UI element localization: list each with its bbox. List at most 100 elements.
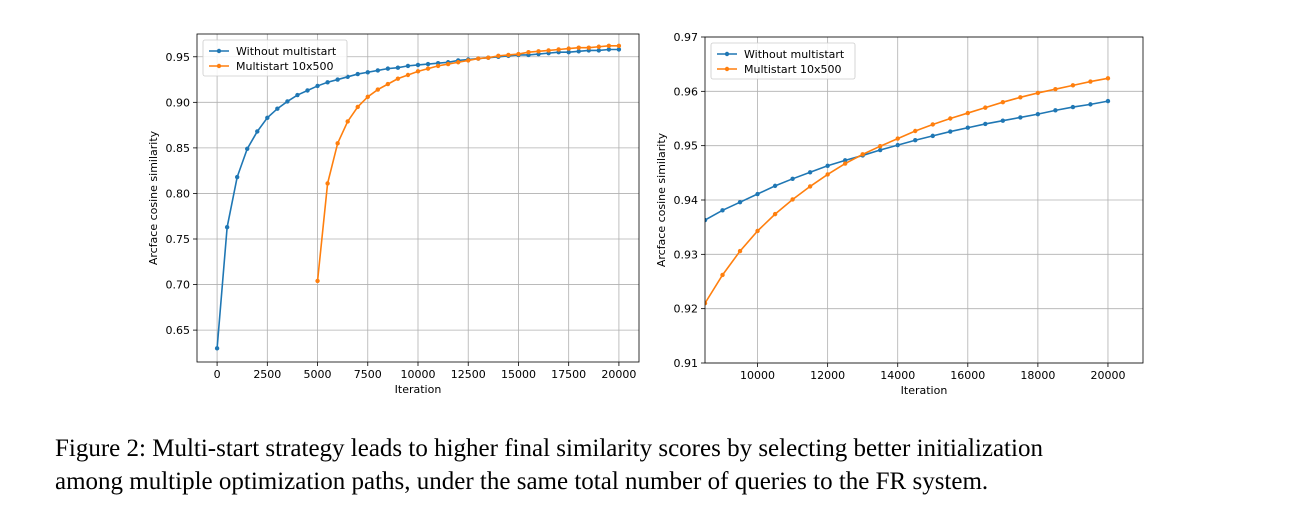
x-tick-label: 12500 (451, 368, 486, 381)
x-tick-label: 20000 (1090, 369, 1125, 382)
series-line (705, 77, 1109, 304)
chart-1: 0 2500 5000 7500 10000 12500 15000 17500 20000 0.… (147, 33, 640, 396)
data-point (983, 121, 988, 127)
data-point (825, 163, 830, 168)
y-tick-label: 0.70 (166, 279, 191, 292)
data-point (1035, 111, 1041, 117)
data-point (285, 99, 290, 104)
y-tick-label: 0.92 (674, 303, 699, 316)
data-point (566, 50, 571, 55)
x-tick-label: 2500 (253, 368, 281, 381)
data-point (395, 76, 401, 81)
data-point (526, 50, 531, 55)
data-point (345, 119, 350, 124)
data-point (325, 80, 330, 85)
y-axis-label: Arcface cosine similarity (655, 132, 668, 267)
y-tick-label: 0.97 (674, 31, 699, 44)
chart-2: 10000 12000 14000 16000 18000 20000 0.91 0.92 0.… (655, 31, 1144, 397)
data-point (566, 46, 571, 51)
data-point (807, 184, 813, 189)
data-point (606, 47, 612, 52)
data-point (516, 51, 521, 57)
legend-label: Multistart 10x500 (236, 60, 334, 73)
series-multistart (705, 76, 1111, 306)
data-point (1088, 79, 1093, 84)
data-point (705, 217, 708, 223)
data-point (385, 81, 391, 87)
data-point (616, 43, 622, 49)
data-point (275, 106, 280, 111)
data-point (807, 170, 813, 175)
data-point (355, 104, 360, 110)
data-point (860, 152, 865, 157)
data-point (365, 94, 370, 100)
data-point (214, 346, 220, 351)
data-point (1053, 108, 1058, 113)
y-tick-label: 0.93 (674, 248, 699, 261)
y-axis-label: Arcface cosine similarity (147, 130, 160, 265)
data-point (1070, 83, 1076, 88)
data-point (1105, 98, 1111, 104)
y-tick-label: 0.96 (674, 85, 699, 98)
data-point (825, 172, 830, 177)
y-tick-label: 0.94 (674, 194, 699, 207)
data-point (913, 138, 918, 143)
x-tick-label: 14000 (880, 369, 915, 382)
legend: Without multistart Multistart 10x500 (710, 42, 856, 80)
x-tick-label: 15000 (501, 368, 536, 381)
data-point (737, 199, 743, 205)
data-point (335, 77, 340, 82)
data-point (842, 161, 848, 166)
x-tick-label: 10000 (740, 369, 775, 382)
x-tick-label: 10000 (401, 368, 436, 381)
y-tick-label: 0.75 (166, 233, 191, 246)
data-point (506, 52, 511, 58)
data-point (930, 133, 935, 139)
legend-swatch-marker (216, 63, 222, 69)
data-point (790, 176, 795, 182)
data-point (435, 63, 441, 69)
figure-caption: Figure 2: Multi-start strategy leads to … (55, 432, 1255, 498)
data-point (305, 88, 310, 93)
data-point (755, 191, 760, 197)
data-point (1000, 118, 1006, 123)
series-multistart (315, 43, 622, 284)
data-point (466, 58, 471, 63)
data-point (596, 48, 602, 53)
caption-line-1: Figure 2: Multi-start strategy leads to … (55, 435, 1043, 462)
legend-swatch-marker (724, 51, 730, 57)
data-point (737, 248, 743, 254)
y-tick-label: 0.91 (674, 357, 699, 370)
legend-label: Multistart 10x500 (744, 63, 842, 76)
data-point (948, 116, 953, 121)
data-point (1053, 86, 1058, 92)
y-tick-label: 0.80 (166, 187, 191, 200)
data-point (224, 224, 230, 230)
data-point (335, 141, 340, 146)
data-point (405, 63, 411, 69)
series-without-multistart (705, 98, 1111, 223)
data-point (234, 174, 240, 180)
data-point (576, 49, 581, 54)
data-point (878, 147, 883, 153)
data-point (455, 60, 461, 65)
data-point (983, 105, 988, 110)
data-point (415, 69, 421, 74)
y-tick-label: 0.90 (166, 96, 191, 109)
y-tick-label: 0.95 (166, 51, 191, 64)
data-point (930, 122, 935, 127)
data-point (486, 55, 491, 60)
legend-box (710, 42, 856, 80)
x-axis-label: Iteration (395, 383, 442, 396)
data-point (415, 62, 421, 68)
data-point (405, 72, 411, 78)
data-point (1035, 90, 1041, 96)
data-point (425, 66, 431, 71)
data-point (546, 48, 551, 53)
legend: Without multistart Multistart 10x500 (202, 39, 348, 77)
data-point (606, 43, 612, 49)
data-point (895, 142, 900, 148)
y-tick-label: 0.85 (166, 142, 191, 155)
data-point (556, 47, 561, 52)
data-point (265, 115, 270, 121)
